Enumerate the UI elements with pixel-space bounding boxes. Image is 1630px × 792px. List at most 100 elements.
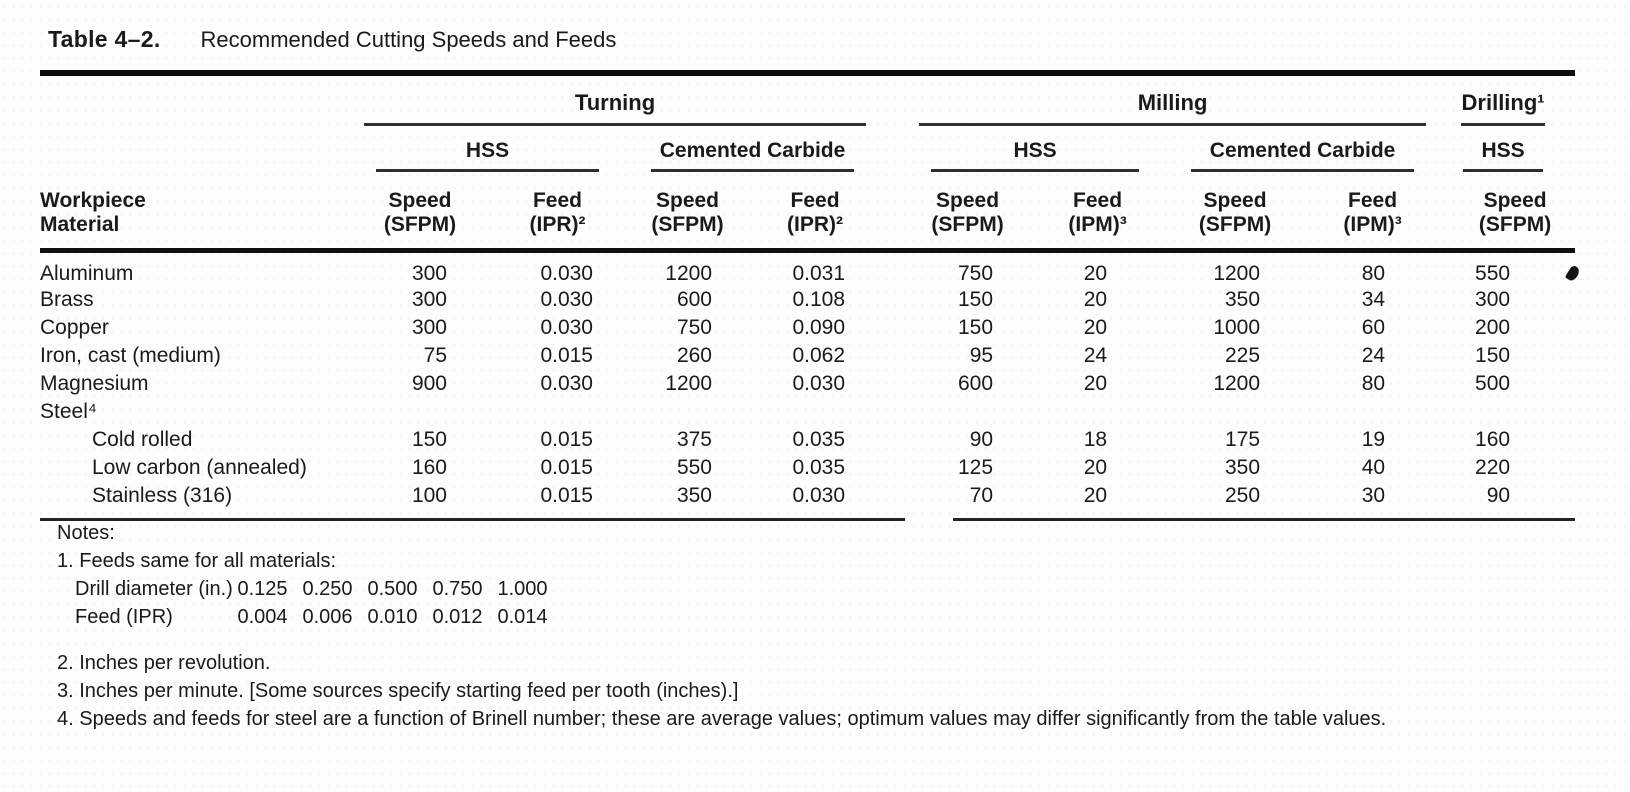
column-gap (880, 172, 906, 253)
subgroup-turning-carbide: Cemented Carbide (625, 126, 880, 172)
table-row: Copper 300 0.030 750 0.090 150 20 1000 60 200 (40, 314, 1575, 342)
material-cell: Steel⁴ (40, 399, 97, 423)
bottom-rule-left (40, 510, 906, 524)
column-gap (880, 482, 905, 510)
value-cell: 1200 (1213, 371, 1261, 395)
table-row: Low carbon (annealed) 160 0.015 550 0.035 125… (40, 454, 1575, 482)
value-cell: 160 (1475, 427, 1511, 451)
value-cell: 0.030 (540, 315, 593, 339)
cutting-speeds-table: Turning Milling Drilling¹ HSS Cemented C… (40, 84, 1576, 524)
drill-value: 0.010 (367, 606, 418, 628)
value-cell (350, 398, 490, 426)
top-rule (40, 70, 1575, 76)
value-cell: 0.090 (792, 315, 846, 339)
column-gap (880, 398, 905, 426)
value-cell: 260 (676, 343, 712, 367)
value-cell: 0.030 (792, 483, 846, 507)
value-cell: 0.030 (792, 371, 846, 395)
note-4: 4. Speeds and feeds for steel are a func… (57, 708, 1387, 730)
table-row: Magnesium 900 0.030 1200 0.030 600 20 1200 80 500 (40, 370, 1575, 398)
drill-feed-table: Drill diameter (in.) 0.125 0.250 0.500 0.750… (75, 575, 1386, 631)
column-gap (1440, 250, 1455, 286)
group-milling: Milling (905, 84, 1440, 126)
value-cell: 160 (411, 455, 447, 479)
value-cell: 30 (1361, 483, 1386, 507)
value-cell (625, 398, 750, 426)
value-cell: 24 (1361, 343, 1386, 367)
value-cell: 20 (1083, 483, 1108, 507)
col-turning-hss-feed: Feed (IPR)² (490, 172, 625, 253)
value-cell: 150 (958, 315, 994, 339)
drill-value: 1.000 (497, 578, 548, 600)
column-gap (1440, 426, 1455, 454)
col-milling-hss-feed: Feed (IPM)³ (1030, 172, 1166, 253)
value-cell: 0.015 (540, 483, 593, 507)
value-cell: 0.015 (540, 343, 593, 367)
column-gap (1440, 370, 1455, 398)
column-gap (880, 342, 905, 370)
bottom-rule-row (40, 510, 1576, 524)
empty-cell (40, 126, 350, 172)
note-1: 1. Feeds same for all materials: (57, 550, 336, 572)
drill-value: 0.014 (497, 606, 548, 628)
value-cell: 80 (1361, 261, 1386, 285)
value-cell: 20 (1083, 287, 1108, 311)
material-column-header: Workpiece Material (40, 172, 350, 253)
value-cell: 900 (411, 371, 447, 395)
group-header-row: Turning Milling Drilling¹ (40, 84, 1575, 126)
drill-value: 0.125 (237, 578, 288, 600)
value-cell: 750 (676, 315, 712, 339)
spacer (57, 631, 1386, 649)
subgroup-milling-carbide: Cemented Carbide (1165, 126, 1440, 172)
subgroup-milling-hss: HSS (905, 126, 1165, 172)
group-turning: Turning (350, 84, 880, 126)
subgroup-turning-hss: HSS (350, 126, 625, 172)
drill-diameter-row: Drill diameter (in.) 0.125 0.250 0.500 0.750… (75, 575, 1386, 603)
col-turning-cc-speed: Speed (SFPM) (625, 172, 750, 253)
table-title: Recommended Cutting Speeds and Feeds (200, 27, 617, 52)
drill-value: 0.006 (302, 606, 353, 628)
column-gap (880, 286, 905, 314)
table-number: Table 4–2. (48, 26, 161, 52)
group-drilling: Drilling¹ (1455, 84, 1575, 126)
value-cell (905, 398, 1030, 426)
value-cell: 90 (1486, 483, 1511, 507)
value-cell: 300 (411, 287, 447, 311)
column-gap (880, 454, 905, 482)
value-cell (1165, 398, 1305, 426)
note-3: 3. Inches per minute. [Some sources spec… (57, 680, 739, 702)
value-cell: 350 (1225, 287, 1261, 311)
column-gap (1440, 84, 1455, 126)
col-milling-hss-speed: Speed (SFPM) (905, 172, 1031, 253)
column-gap (1440, 342, 1455, 370)
table-row: Iron, cast (medium) 75 0.015 260 0.062 95 24 22… (40, 342, 1575, 370)
value-cell: 750 (958, 261, 994, 285)
value-cell: 350 (1225, 455, 1261, 479)
drill-value: 0.012 (432, 606, 483, 628)
column-gap (880, 370, 905, 398)
table-body: Aluminum 300 0.030 1200 0.031 750 20 1200 80 550 B… (40, 250, 1575, 510)
value-cell: 60 (1361, 315, 1386, 339)
value-cell: 19 (1361, 427, 1386, 451)
value-cell: 500 (1475, 371, 1511, 395)
value-cell: 220 (1475, 455, 1511, 479)
value-cell: 150 (958, 287, 994, 311)
value-cell: 24 (1083, 343, 1108, 367)
material-cell: Stainless (316) (92, 483, 233, 507)
value-cell: 34 (1361, 287, 1386, 311)
value-cell: 300 (1475, 287, 1511, 311)
value-cell: 20 (1083, 371, 1108, 395)
value-cell: 300 (411, 261, 447, 285)
column-gap (880, 426, 905, 454)
note-2: 2. Inches per revolution. (57, 652, 271, 674)
col-turning-cc-feed: Feed (IPR)² (750, 172, 881, 253)
value-cell: 600 (676, 287, 712, 311)
value-cell: 375 (676, 427, 712, 451)
table-row: Brass 300 0.030 600 0.108 150 20 350 34 300 (40, 286, 1575, 314)
value-cell: 150 (411, 427, 447, 451)
value-cell: 18 (1083, 427, 1108, 451)
column-gap (1440, 454, 1455, 482)
value-cell: 200 (1475, 315, 1511, 339)
column-gap (880, 84, 905, 126)
